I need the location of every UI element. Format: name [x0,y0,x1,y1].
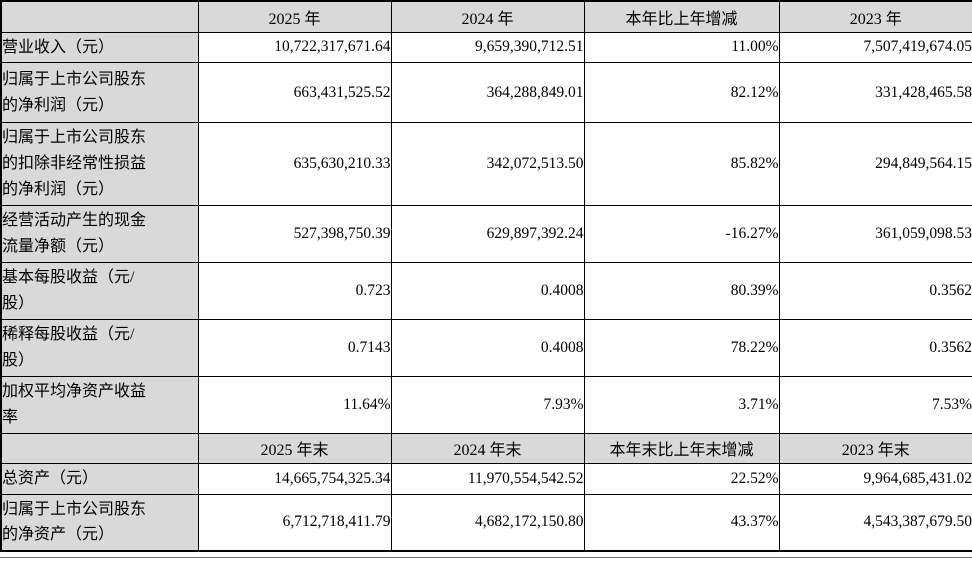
value-2024: 0.4008 [390,318,585,377]
row-label: 经营活动产生的现金 流量净额（元） [0,205,199,264]
row-label: 基本每股收益（元/ 股） [0,262,199,320]
table-row-net-assets: 归属于上市公司股东 的净资产（元） 6,712,718,411.79 4,682… [0,493,972,552]
header-year-2023: 2023 年 [778,0,972,33]
value-2023: 7,507,419,674.05 [778,31,972,64]
value-change: -16.27% [583,205,780,264]
value-2023: 0.3562 [778,318,972,377]
value-change: 85.82% [583,122,780,207]
table-row-basic-eps: 基本每股收益（元/ 股） 0.723 0.4008 80.39% 0.3562 [0,262,972,320]
header-year-2024: 2024 年 [390,0,585,33]
row-label: 归属于上市公司股东 的净资产（元） [0,493,199,552]
header-yoy-change: 本年比上年增减 [583,0,780,33]
value-2023: 7.53% [778,375,972,434]
value-change: 82.12% [583,62,780,124]
value-change: 22.52% [583,462,780,495]
header-end-2024: 2024 年末 [390,432,585,464]
table-row-total-assets: 总资产（元） 14,665,754,325.34 11,970,554,542.… [0,462,972,495]
header-end-2023: 2023 年末 [778,432,972,464]
value-2023: 294,849,564.15 [778,122,972,207]
row-label: 总资产（元） [0,462,199,495]
header-blank-cell [0,0,199,33]
table-row-diluted-eps: 稀释每股收益（元/ 股） 0.7143 0.4008 78.22% 0.3562 [0,318,972,377]
value-2025: 635,630,210.33 [197,122,392,207]
value-2025: 6,712,718,411.79 [197,493,392,552]
value-2025: 14,665,754,325.34 [197,462,392,495]
table-row-net-profit-excl-nonrecurring: 归属于上市公司股东 的扣除非经常性损益 的净利润（元） 635,630,210.… [0,122,972,207]
value-2023: 0.3562 [778,262,972,320]
value-2025: 527,398,750.39 [197,205,392,264]
table-row-weighted-avg-roe: 加权平均净资产收益 率 11.64% 7.93% 3.71% 7.53% [0,375,972,434]
value-2024: 342,072,513.50 [390,122,585,207]
header-year-end-change: 本年末比上年末增减 [583,432,780,464]
value-2025: 0.7143 [197,318,392,377]
value-2024: 7.93% [390,375,585,434]
value-2023: 331,428,465.58 [778,62,972,124]
value-2024: 629,897,392.24 [390,205,585,264]
value-2023: 361,059,098.53 [778,205,972,264]
value-2025: 10,722,317,671.64 [197,31,392,64]
value-change: 11.00% [583,31,780,64]
value-2024: 364,288,849.01 [390,62,585,124]
row-label: 归属于上市公司股东 的扣除非经常性损益 的净利润（元） [0,122,199,207]
row-label: 加权平均净资产收益 率 [0,375,199,434]
row-label: 归属于上市公司股东 的净利润（元） [0,62,199,124]
table-row-operating-cash-flow: 经营活动产生的现金 流量净额（元） 527,398,750.39 629,897… [0,205,972,264]
value-2023: 4,543,387,679.50 [778,493,972,552]
value-2025: 663,431,525.52 [197,62,392,124]
value-change: 80.39% [583,262,780,320]
header-year-2025: 2025 年 [197,0,392,33]
page-bottom-cutoff [0,552,972,561]
value-2024: 11,970,554,542.52 [390,462,585,495]
value-2024: 0.4008 [390,262,585,320]
row-label: 营业收入（元） [0,31,199,64]
value-2025: 11.64% [197,375,392,434]
section2-header-row: 2025 年末 2024 年末 本年末比上年末增减 2023 年末 [0,432,972,464]
value-2024: 4,682,172,150.80 [390,493,585,552]
value-change: 43.37% [583,493,780,552]
value-change: 3.71% [583,375,780,434]
value-2023: 9,964,685,431.02 [778,462,972,495]
table-row-revenue: 营业收入（元） 10,722,317,671.64 9,659,390,712.… [0,31,972,64]
header-blank-cell [0,432,199,464]
next-row-cutoff-line [0,557,972,559]
header-end-2025: 2025 年末 [197,432,392,464]
value-2024: 9,659,390,712.51 [390,31,585,64]
value-change: 78.22% [583,318,780,377]
section1-header-row: 2025 年 2024 年 本年比上年增减 2023 年 [0,0,972,33]
table-row-net-profit: 归属于上市公司股东 的净利润（元） 663,431,525.52 364,288… [0,62,972,124]
row-label: 稀释每股收益（元/ 股） [0,318,199,377]
value-2025: 0.723 [197,262,392,320]
